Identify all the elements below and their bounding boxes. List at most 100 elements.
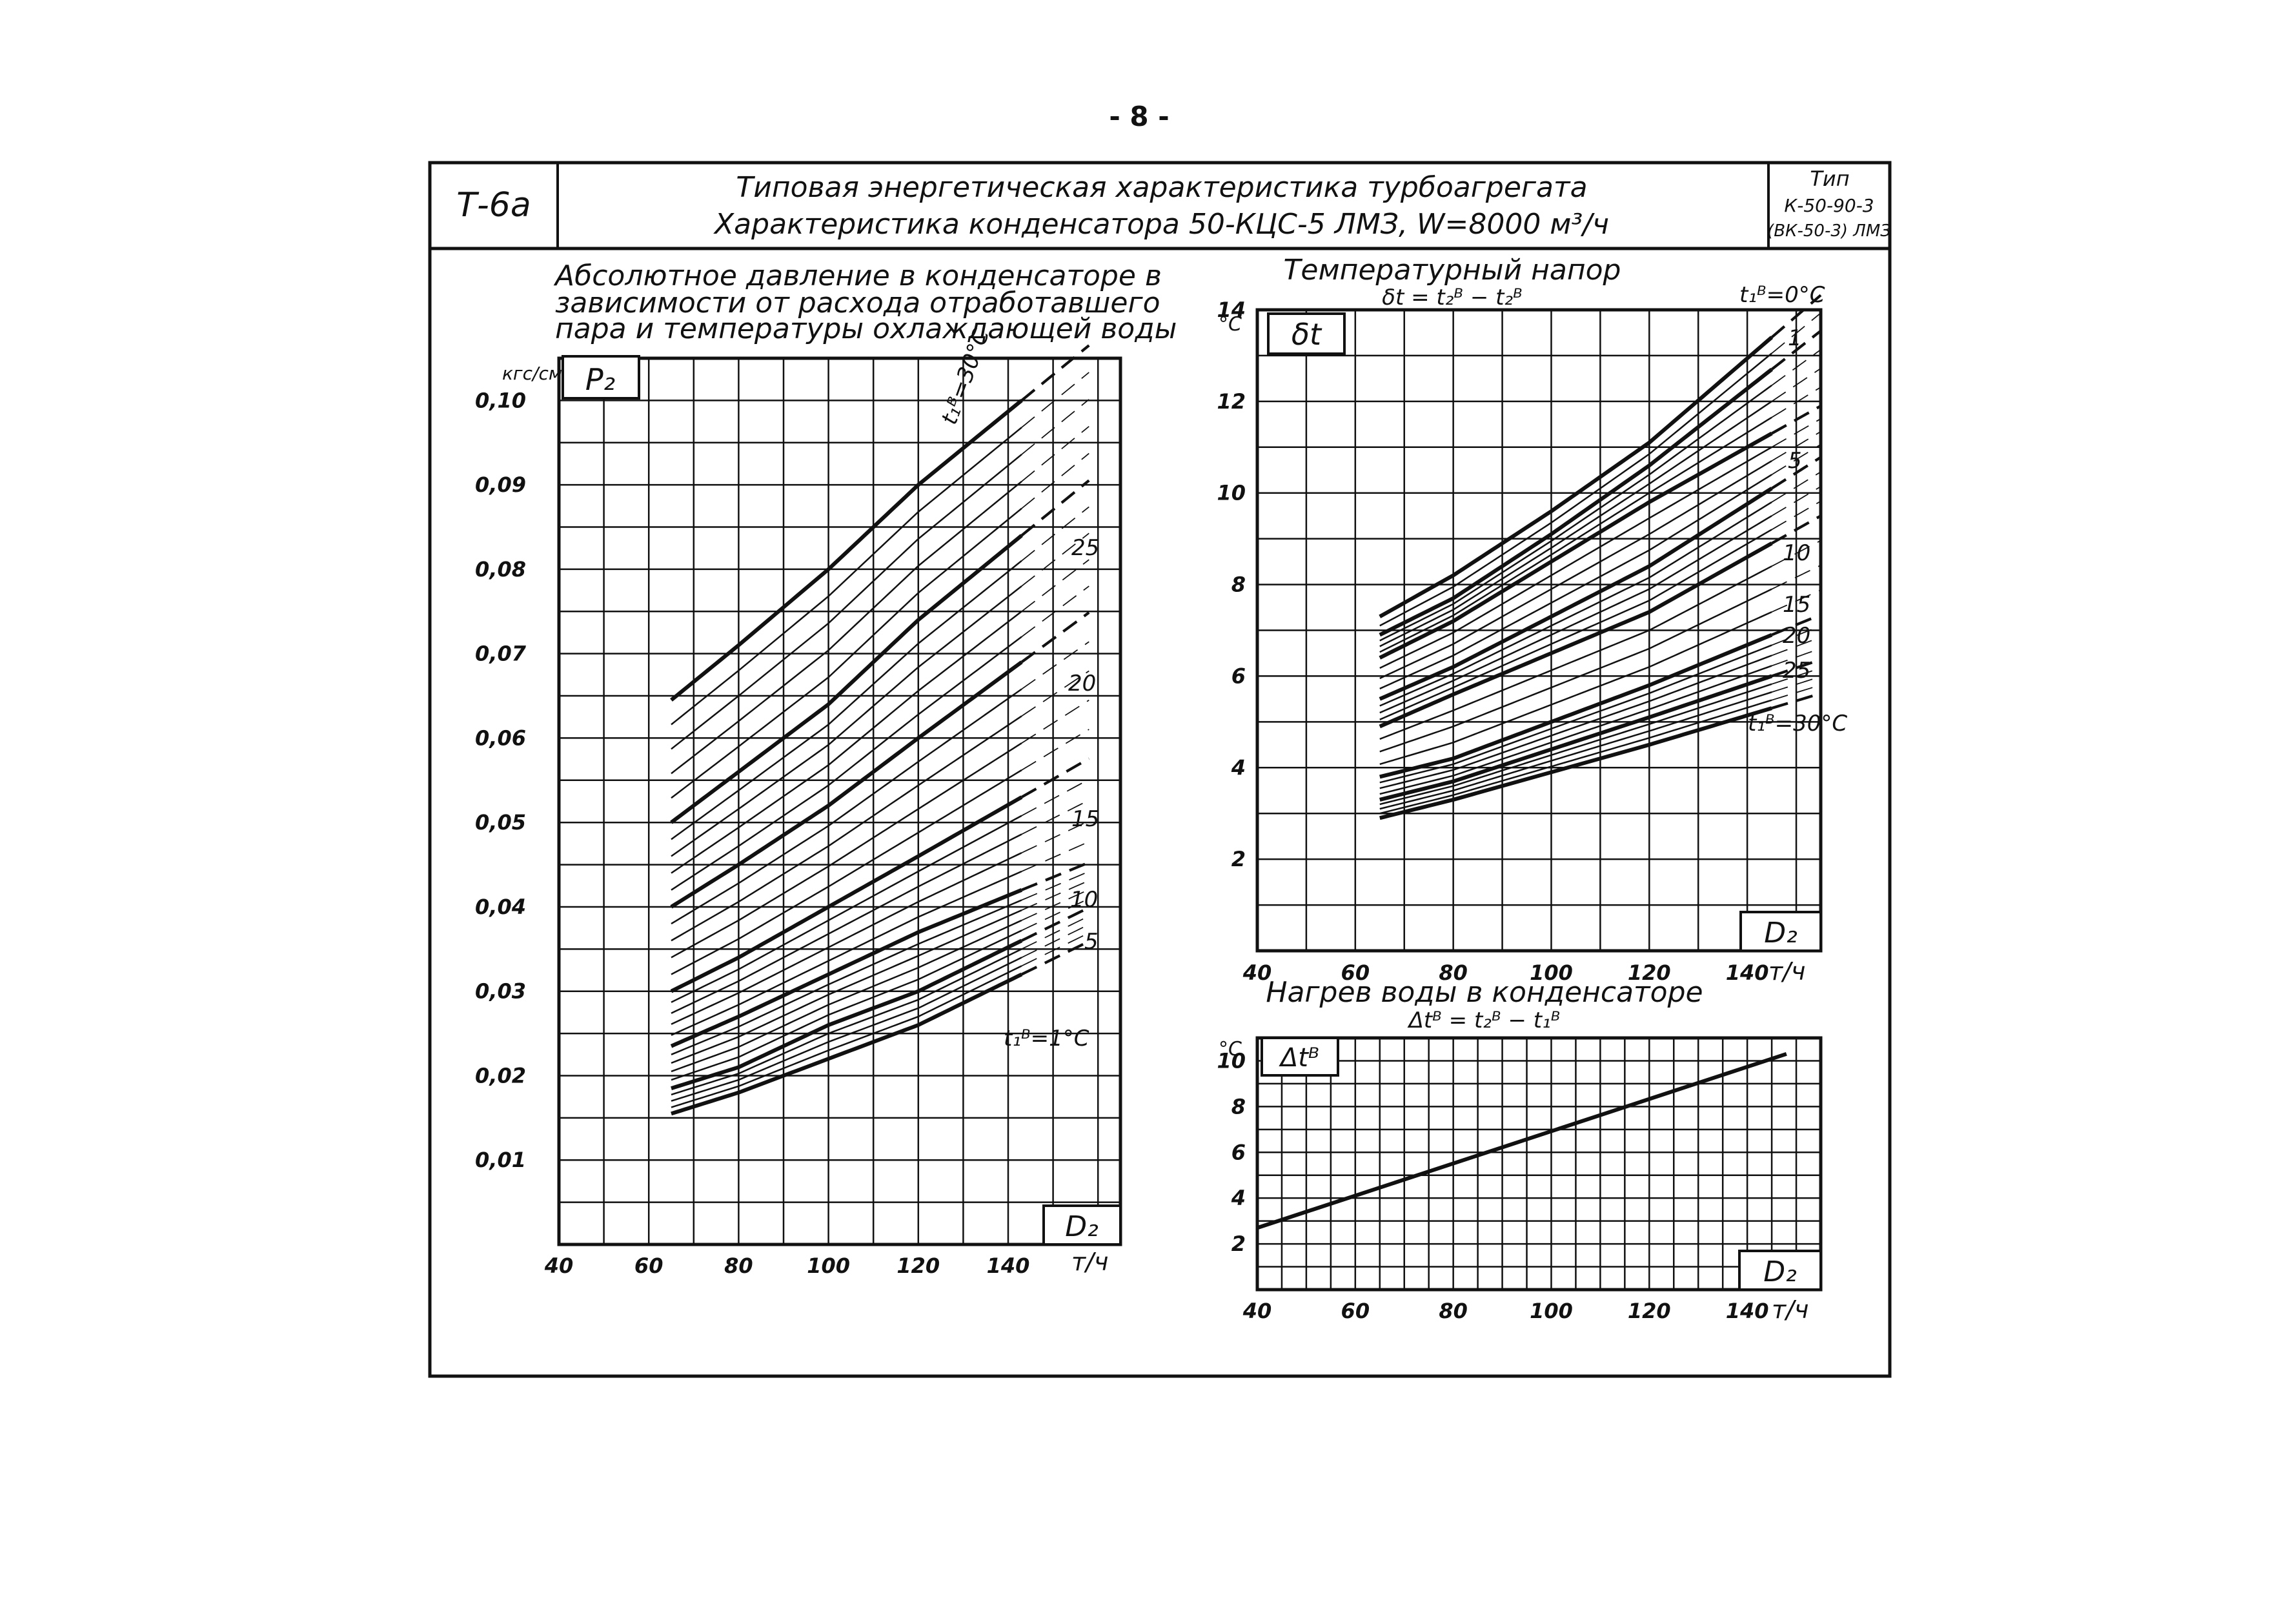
curve-t15 — [1379, 542, 1773, 729]
curve-intermediate — [671, 852, 1022, 1025]
curve-intermediate — [1379, 474, 1772, 690]
curve-intermediate — [671, 742, 1022, 959]
temp-head-title-line-2: δt = t₂ᴮ − t₂ᴮ — [1382, 285, 1523, 310]
heating-x-symbol: D₂ — [1763, 1255, 1797, 1288]
heating-line — [1257, 1051, 1787, 1230]
curve-intermediate — [1379, 529, 1772, 720]
y-tick-label: 14 — [1217, 298, 1246, 322]
curve-intermediate-extrapolated — [1771, 471, 1821, 503]
curve-t20-extrapolated — [1771, 613, 1821, 636]
curve-intermediate — [671, 611, 1022, 874]
curve-intermediate — [1379, 400, 1772, 647]
curve-intermediate-extrapolated — [1021, 915, 1089, 950]
curve-intermediate-extrapolated — [1771, 676, 1821, 693]
curve-t25 — [670, 534, 1023, 824]
pressure-y-unit: кгс/см² — [502, 363, 569, 384]
curve-intermediate-extrapolated — [1021, 585, 1089, 638]
curve-intermediate-extrapolated — [1021, 559, 1089, 612]
curve-t15-extrapolated — [1771, 514, 1822, 545]
pressure-x-unit: т/ч — [1071, 1248, 1108, 1276]
curve-intermediate — [671, 585, 1022, 857]
curve-t30-extrapolated — [1771, 692, 1821, 710]
curve-intermediate-extrapolated — [1771, 368, 1821, 402]
heating-grid — [1255, 1036, 1823, 1292]
pressure-label-25: 25 — [1071, 535, 1099, 561]
curve-intermediate — [671, 688, 1022, 925]
x-tick-label: 60 — [634, 1254, 663, 1278]
curve-intermediate-extrapolated — [1021, 372, 1089, 428]
temp-head-label-10: 10 — [1783, 540, 1810, 566]
curve-intermediate-extrapolated — [1021, 799, 1089, 835]
curve-intermediate — [671, 965, 1022, 1108]
temp-head-x-symbol: D₂ — [1764, 917, 1798, 949]
y-tick-label: 8 — [1231, 1094, 1246, 1119]
x-tick-label: 120 — [1628, 960, 1671, 985]
chart-water-heating: Нагрев воды в конденсаторе Δtᴮ = t₂ᴮ − t… — [1217, 976, 1823, 1324]
curve-t5-extrapolated — [1020, 906, 1090, 942]
curve-intermediate — [671, 948, 1022, 1096]
curve-intermediate — [671, 507, 1022, 799]
x-tick-label: 100 — [1530, 1299, 1573, 1323]
curve-intermediate — [1379, 446, 1772, 669]
y-tick-label: 0,06 — [475, 726, 526, 750]
curve-intermediate-extrapolated — [1771, 647, 1821, 667]
curve-intermediate-extrapolated — [1771, 564, 1821, 590]
curve-intermediate — [671, 480, 1022, 775]
pressure-symbol-box — [562, 355, 640, 400]
y-tick-label: 8 — [1231, 573, 1246, 597]
y-tick-label: 0,09 — [475, 472, 526, 497]
curve-intermediate-extrapolated — [1021, 924, 1089, 959]
temp-head-tick-labels: 40 60 80 100 120 140 2 4 6 8 10 12 14 — [1217, 298, 1768, 985]
temp-head-label-1: 1 — [1788, 325, 1802, 351]
pressure-symbol: Р₂ — [585, 362, 615, 397]
x-tick-label: 100 — [807, 1254, 850, 1278]
curve-t30 — [670, 399, 1023, 702]
temp-head-label-t30: t₁ᴮ=30°С — [1748, 711, 1847, 736]
temp-head-label-20: 20 — [1783, 623, 1810, 649]
plot-frame — [1255, 308, 1823, 953]
curve-intermediate — [1379, 515, 1772, 714]
heating-title-line-1: Нагрев воды в конденсаторе — [1266, 976, 1703, 1009]
curve-intermediate-extrapolated — [1771, 684, 1821, 701]
curve-t0-extrapolated — [1770, 294, 1822, 339]
curve-intermediate-extrapolated — [1021, 820, 1089, 854]
curve-intermediate — [671, 560, 1022, 840]
curve-intermediate — [1379, 352, 1772, 627]
curve-intermediate — [1379, 691, 1772, 810]
curve-intermediate — [671, 919, 1022, 1073]
curve-intermediate-extrapolated — [1771, 312, 1821, 354]
y-tick-label: 0,07 — [475, 642, 527, 666]
curve-intermediate-extrapolated — [1021, 641, 1089, 690]
heating-y-unit: °С — [1219, 1038, 1242, 1061]
y-tick-label: 6 — [1231, 1140, 1246, 1164]
document-code: Т-6а — [456, 186, 531, 225]
temp-head-label-15: 15 — [1783, 592, 1810, 618]
curve-t15-extrapolated — [1020, 757, 1090, 798]
heating-symbol: Δtᴮ — [1279, 1043, 1319, 1073]
curve-intermediate — [671, 909, 1022, 1064]
curve-t25-extrapolated — [1771, 658, 1821, 678]
pressure-label-t1: t₁ᴮ=1°С — [1004, 1026, 1089, 1051]
pressure-label-5: 5 — [1084, 929, 1099, 955]
curve-t20-extrapolated — [1020, 611, 1090, 664]
curve-intermediate-extrapolated — [1771, 486, 1821, 516]
curve-intermediate-extrapolated — [1021, 729, 1089, 771]
curve-intermediate — [671, 427, 1022, 726]
curve-t25 — [1379, 674, 1773, 802]
curve-intermediate-extrapolated — [1771, 589, 1821, 613]
curve-intermediate-extrapolated — [1021, 932, 1089, 967]
curve-intermediate — [1379, 655, 1772, 789]
temp-head-label-5: 5 — [1788, 448, 1802, 474]
curve-intermediate-extrapolated — [1021, 889, 1089, 921]
x-tick-label: 80 — [1439, 1299, 1468, 1323]
heating-x-symbol-box — [1738, 1250, 1822, 1291]
pressure-grid — [557, 356, 1122, 1246]
y-tick-label: 0,10 — [475, 388, 526, 412]
curve-intermediate-extrapolated — [1771, 431, 1821, 462]
y-tick-label: 4 — [1231, 1186, 1246, 1210]
curve-intermediate — [671, 769, 1022, 975]
curve-t5 — [1379, 431, 1773, 660]
curve-intermediate-extrapolated — [1021, 670, 1089, 717]
curve-intermediate — [1379, 460, 1772, 680]
heating-x-unit: т/ч — [1772, 1295, 1808, 1324]
